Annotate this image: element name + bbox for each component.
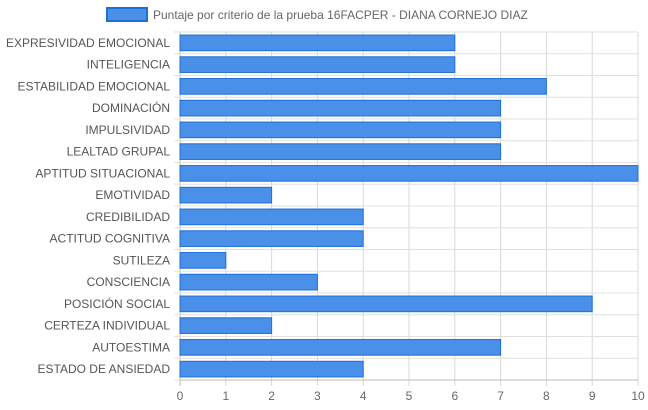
bar[interactable] [179, 317, 273, 334]
category-label: APTITUD SITUACIONAL [35, 166, 170, 180]
category-label: CREDIBILIDAD [86, 210, 170, 224]
x-tick-label: 9 [589, 389, 596, 403]
x-tick-label: 0 [177, 389, 184, 403]
x-tick-label: 5 [406, 389, 413, 403]
category-label: SUTILEZA [113, 253, 170, 267]
bar[interactable] [179, 252, 227, 269]
bar[interactable] [179, 78, 547, 95]
category-label: CONSCIENCIA [87, 275, 170, 289]
bar[interactable] [179, 34, 456, 52]
category-label: INTELIGENCIA [87, 58, 170, 72]
category-label: IMPULSIVIDAD [85, 123, 170, 137]
bar[interactable] [179, 143, 502, 160]
bar[interactable] [179, 186, 273, 204]
x-tick-label: 10 [631, 389, 645, 403]
category-label: LEALTAD GRUPAL [67, 145, 171, 159]
x-tick-label: 8 [543, 389, 550, 403]
bar[interactable] [179, 339, 502, 356]
bars [179, 34, 639, 378]
category-label: DOMINACIÓN [92, 100, 170, 115]
category-label: ESTADO DE ANSIEDAD [38, 362, 171, 376]
category-label: ESTABILIDAD EMOCIONAL [18, 79, 171, 93]
category-label: CERTEZA INDIVIDUAL [44, 319, 170, 333]
x-tick-label: 2 [268, 389, 275, 403]
x-tick-label: 1 [222, 389, 229, 403]
legend[interactable]: Puntaje por criterio de la prueba 16FACP… [106, 7, 528, 22]
category-label: ACTITUD COGNITIVA [50, 232, 170, 246]
bar[interactable] [179, 295, 593, 313]
bar[interactable] [179, 56, 456, 73]
x-tick-label: 4 [360, 389, 367, 403]
x-tick-label: 6 [451, 389, 458, 403]
bar[interactable] [179, 360, 364, 378]
bar[interactable] [179, 273, 318, 291]
bar[interactable] [179, 121, 502, 139]
category-label: POSICIÓN SOCIAL [64, 296, 170, 311]
bar[interactable] [179, 165, 639, 182]
legend-swatch [106, 7, 148, 22]
bar[interactable] [179, 230, 364, 247]
x-tick-label: 7 [497, 389, 504, 403]
category-label: EXPRESIVIDAD EMOCIONAL [6, 36, 170, 50]
value-axis: 0 1 2 3 4 5 6 7 8 9 10 [177, 389, 645, 403]
legend-label: Puntaje por criterio de la prueba 16FACP… [153, 8, 528, 22]
category-label: AUTOESTIMA [92, 340, 170, 354]
bar[interactable] [179, 208, 364, 226]
x-tick-label: 3 [314, 389, 321, 403]
category-label: EMOTIVIDAD [95, 188, 170, 202]
category-axis: EXPRESIVIDAD EMOCIONAL INTELIGENCIA ESTABI… [6, 36, 170, 376]
bar[interactable] [179, 99, 502, 117]
